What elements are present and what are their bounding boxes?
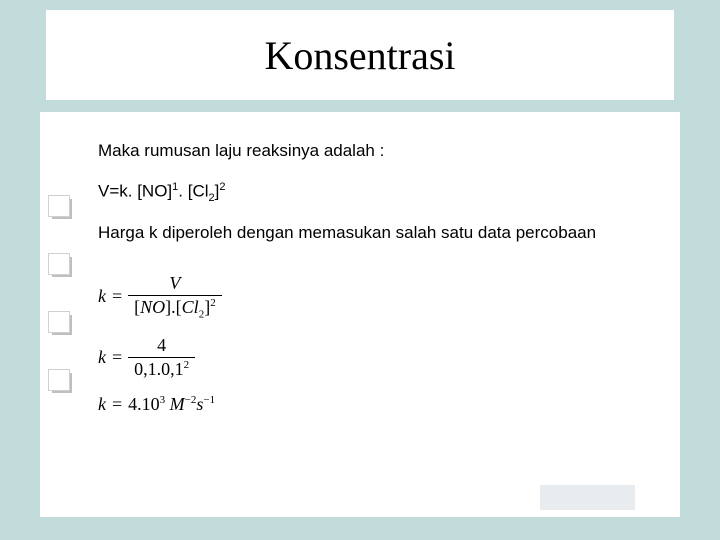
equals-sign: = (112, 394, 122, 415)
intro-text: Maka rumusan laju reaksinya adalah : (98, 140, 622, 163)
title-panel: Konsentrasi (46, 10, 674, 100)
equation-1: k = V [NO].[Cl2]2 (98, 273, 622, 321)
value: 4.103 M−2s−1 (128, 394, 215, 415)
equation-block: k = V [NO].[Cl2]2 k = 4 0,1.0,12 k = 4.1… (98, 273, 622, 415)
square-bullet-icon (48, 195, 68, 215)
denominator: 0,1.0,12 (128, 357, 195, 380)
rate-law-formula: V=k. [NO]1. [Cl2]2 (98, 181, 622, 204)
denominator: [NO].[Cl2]2 (128, 295, 222, 321)
var-k: k (98, 286, 106, 307)
fraction-2: 4 0,1.0,12 (128, 335, 195, 380)
equation-3: k = 4.103 M−2s−1 (98, 394, 622, 415)
fraction-1: V [NO].[Cl2]2 (128, 273, 222, 321)
bullet-decorations (48, 195, 68, 427)
numerator: 4 (151, 335, 172, 357)
formula-exponent-2: 2 (219, 181, 225, 193)
formula-part: V=k. [NO] (98, 182, 172, 201)
equals-sign: = (112, 347, 122, 368)
content-panel: Maka rumusan laju reaksinya adalah : V=k… (40, 112, 680, 517)
slide-title: Konsentrasi (264, 32, 455, 79)
numerator: V (163, 273, 186, 295)
var-k: k (98, 347, 106, 368)
square-bullet-icon (48, 369, 68, 389)
explanation-text: Harga k diperoleh dengan memasukan salah… (98, 222, 622, 245)
accent-rectangle (540, 485, 635, 510)
equals-sign: = (112, 286, 122, 307)
formula-part: . [Cl (178, 182, 208, 201)
square-bullet-icon (48, 311, 68, 331)
square-bullet-icon (48, 253, 68, 273)
var-k: k (98, 394, 106, 415)
equation-2: k = 4 0,1.0,12 (98, 335, 622, 380)
